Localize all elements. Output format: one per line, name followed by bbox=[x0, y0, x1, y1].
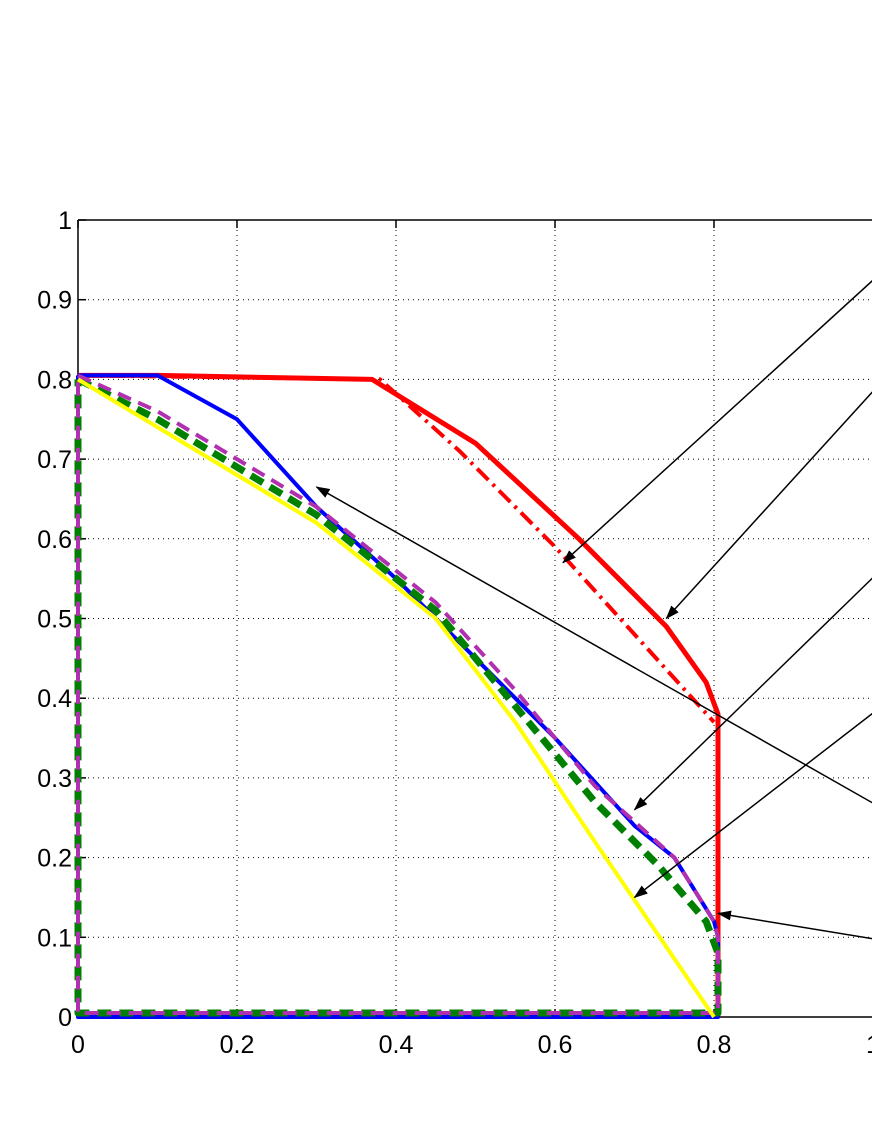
y-tick-label: 0.7 bbox=[37, 446, 72, 474]
x-tick-label: 1 bbox=[866, 1031, 872, 1059]
y-tick-labels: 0 0.1 0.2 0.3 0.4 0.5 0.6 0.7 0.8 0.9 1 bbox=[37, 207, 72, 1032]
y-tick-label: 0.9 bbox=[37, 287, 72, 315]
x-tick-label: 0.6 bbox=[538, 1031, 573, 1059]
y-tick-label: 0.5 bbox=[37, 606, 72, 634]
y-tick-label: 0.4 bbox=[37, 685, 72, 713]
plot-area bbox=[78, 220, 872, 1017]
x-tick-label: 0.4 bbox=[379, 1031, 414, 1059]
x-tick-label: 0.8 bbox=[697, 1031, 732, 1059]
x-tick-label: 0 bbox=[71, 1031, 85, 1059]
y-tick-label: 1 bbox=[58, 207, 72, 235]
y-tick-label: 0.3 bbox=[37, 765, 72, 793]
y-tick-label: 0.8 bbox=[37, 366, 72, 394]
x-tick-labels: 0 0.2 0.4 0.6 0.8 1 bbox=[71, 1031, 872, 1059]
y-tick-label: 0.6 bbox=[37, 526, 72, 554]
x-tick-label: 0.2 bbox=[220, 1031, 255, 1059]
y-tick-label: 0.2 bbox=[37, 845, 72, 873]
y-tick-label: 0 bbox=[58, 1004, 72, 1032]
y-tick-label: 0.1 bbox=[37, 924, 72, 952]
